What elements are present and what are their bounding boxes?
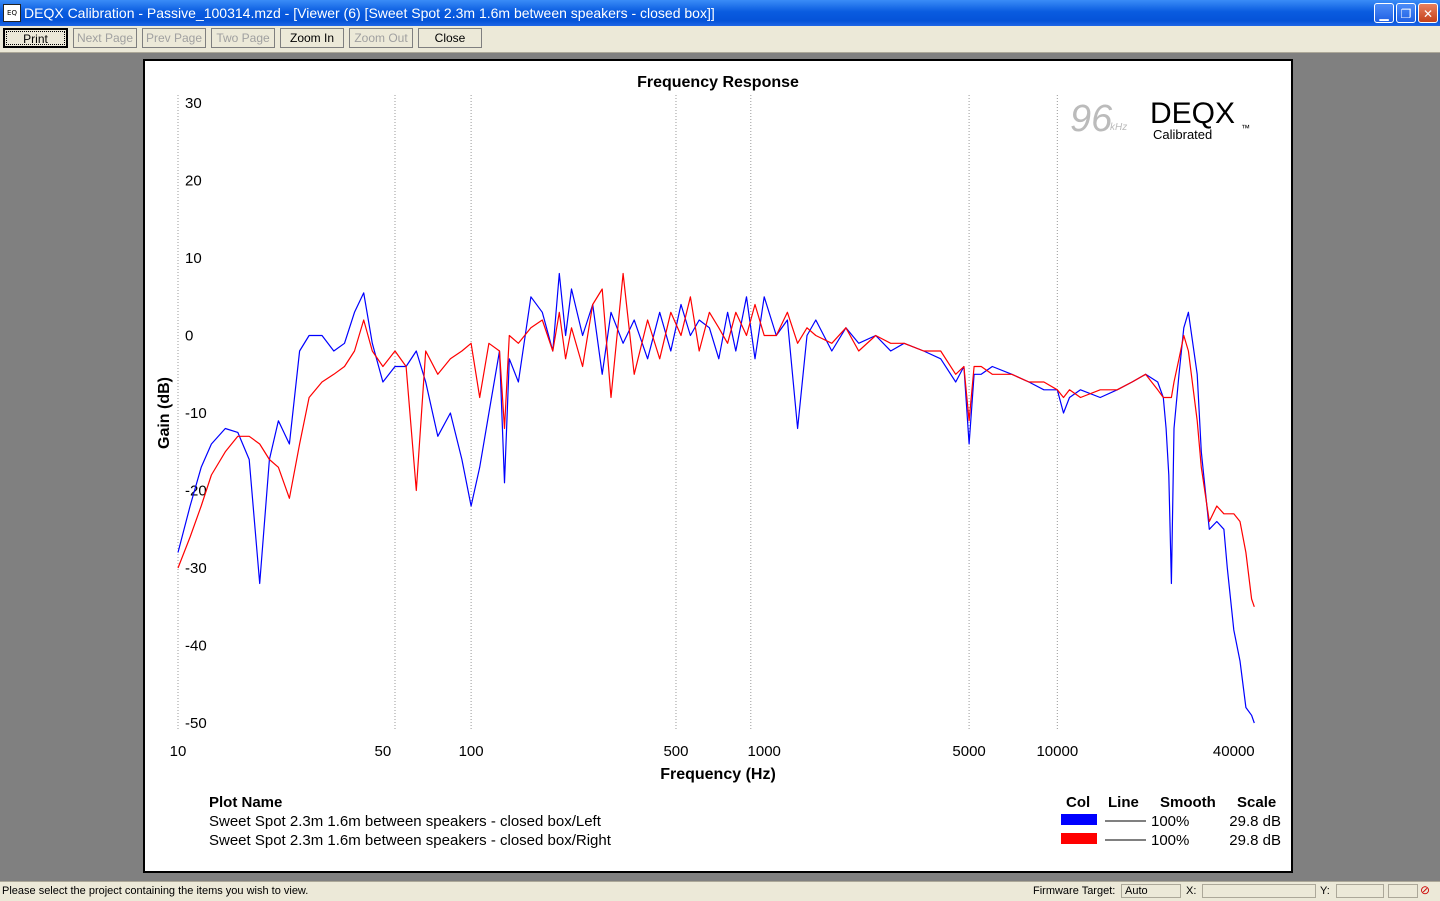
y-coordinate-field — [1336, 884, 1384, 898]
x-tick-label: 5000 — [952, 743, 985, 760]
status-empty-field — [1388, 884, 1418, 898]
x-tick-label: 50 — [375, 743, 392, 760]
frequency-response-chart: Frequency Response 3020100-10-20-30-40-5… — [156, 74, 1281, 849]
legend-row-scale: 29.8 dB — [1229, 832, 1281, 849]
logo-rate-unit: kHz — [1110, 122, 1127, 133]
restore-icon[interactable]: ❐ — [1396, 3, 1416, 23]
toolbar: Print Next Page Prev Page Two Page Zoom … — [0, 26, 1440, 53]
legend-row-name: Sweet Spot 2.3m 1.6m between speakers - … — [209, 813, 602, 830]
y-tick-label: 20 — [185, 173, 202, 190]
series-line-right — [177, 272, 1255, 607]
window-controls: ▁ ❐ ✕ — [1374, 3, 1438, 23]
x-tick-label: 40000 — [1213, 743, 1255, 760]
y-tick-label: 30 — [185, 95, 202, 112]
app-icon: EQ — [3, 4, 21, 22]
legend-header-scale: Scale — [1237, 794, 1276, 811]
y-axis-label: Gain (dB) — [156, 377, 173, 449]
x-tick-label: 10 — [170, 743, 187, 760]
x-tick-label: 100 — [459, 743, 484, 760]
y-tick-label: 0 — [185, 328, 193, 345]
deqx-logo: 96 kHz DEQX Calibrated ™ — [1070, 97, 1250, 142]
legend-row-scale: 29.8 dB — [1229, 813, 1281, 830]
y-tick-label: -30 — [185, 560, 207, 577]
legend-row-smooth: 100% — [1151, 832, 1189, 849]
firmware-target-label: Firmware Target: — [1033, 885, 1116, 897]
legend-color-swatch — [1061, 833, 1097, 844]
two-page-button[interactable]: Two Page — [211, 28, 275, 48]
firmware-target-value: Auto — [1121, 884, 1181, 898]
legend-row-name: Sweet Spot 2.3m 1.6m between speakers - … — [209, 832, 612, 849]
window-title: DEQX Calibration - Passive_100314.mzd - … — [24, 5, 715, 21]
x-tick-label: 10000 — [1036, 743, 1078, 760]
disconnected-icon: ⊘ — [1420, 883, 1431, 897]
chart-title: Frequency Response — [637, 74, 799, 91]
y-tick-label: -20 — [185, 483, 207, 500]
y-tick-label: 10 — [185, 250, 202, 267]
y-tick-label: -40 — [185, 638, 207, 655]
legend-color-swatch — [1061, 814, 1097, 825]
prev-page-button[interactable]: Prev Page — [142, 28, 206, 48]
logo-tm: ™ — [1241, 123, 1250, 133]
legend-row-smooth: 100% — [1151, 813, 1189, 830]
close-button[interactable]: Close — [418, 28, 482, 48]
print-preview-page: Frequency Response 30 20 10 0 -10 -20 -30 -40 -5… — [143, 59, 1293, 873]
legend-header-name: Plot Name — [209, 794, 282, 811]
x-tick-label: 1000 — [748, 743, 781, 760]
legend-header-line: Line — [1108, 794, 1139, 811]
close-icon[interactable]: ✕ — [1418, 3, 1438, 23]
logo-brand: DEQX — [1150, 97, 1235, 130]
y-coordinate-label: Y: — [1320, 885, 1330, 897]
y-tick-label: -10 — [185, 405, 207, 422]
zoom-out-button[interactable]: Zoom Out — [349, 28, 413, 48]
x-tick-labels: 10 50 100 500 1000 5000 10000 40000 — [170, 743, 1255, 760]
x-coordinate-field — [1202, 884, 1316, 898]
y-tick-label: -50 — [185, 715, 207, 732]
title-bar: EQ DEQX Calibration - Passive_100314.mzd… — [0, 0, 1440, 26]
legend-header-smooth: Smooth — [1160, 794, 1216, 811]
zoom-in-button[interactable]: Zoom In — [280, 28, 344, 48]
next-page-button[interactable]: Next Page — [73, 28, 137, 48]
series-lines — [177, 272, 1255, 724]
print-button[interactable]: Print — [3, 28, 68, 48]
status-message: Please select the project containing the… — [2, 885, 309, 897]
minimize-icon[interactable]: ▁ — [1374, 3, 1394, 23]
legend: Plot Name Col Line Smooth Scale Sweet Sp… — [209, 794, 1281, 849]
status-bar: Please select the project containing the… — [0, 881, 1440, 901]
logo-rate: 96 — [1070, 98, 1113, 140]
x-tick-label: 500 — [663, 743, 688, 760]
x-axis-label: Frequency (Hz) — [660, 766, 776, 783]
series-line-left — [177, 272, 1255, 724]
legend-header-col: Col — [1066, 794, 1090, 811]
y-tick-labels: 30 20 10 0 -10 -20 -30 -40 -50 — [185, 95, 207, 732]
x-coordinate-label: X: — [1186, 885, 1197, 897]
logo-sub: Calibrated — [1153, 127, 1212, 142]
grid-lines — [177, 95, 1058, 731]
